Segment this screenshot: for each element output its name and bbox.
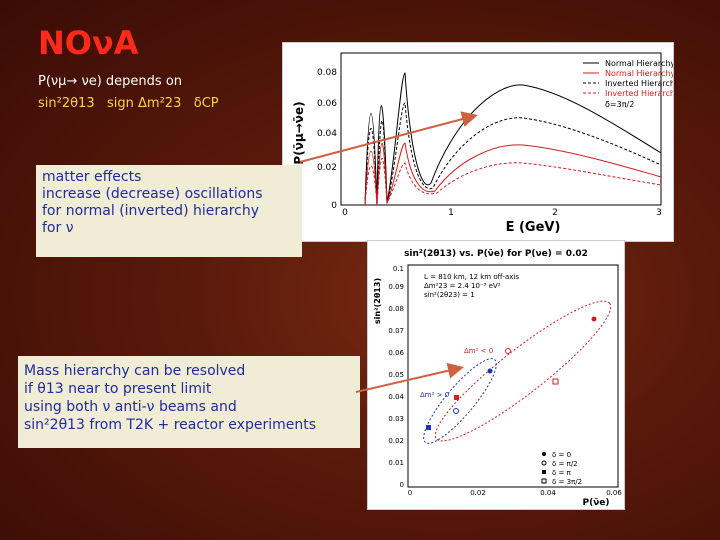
legend-marker xyxy=(541,460,547,466)
matter-line: for normal (inverted) hierarchy xyxy=(42,203,259,219)
mass-line: sin²2θ13 from T2K + reactor experiments xyxy=(24,417,317,433)
legend-marker xyxy=(541,478,547,484)
annotation-normal: Δm² > 0 xyxy=(420,391,449,399)
point xyxy=(591,316,597,322)
plot2-legend: δ = π xyxy=(552,469,572,477)
legend-marker xyxy=(542,470,546,474)
oscillation-probability-plot: 0 0.02 0.04 0.06 0.08 0 1 2 3 E (GeV) P(… xyxy=(282,42,680,242)
matter-line: increase (decrease) oscillations xyxy=(42,186,263,202)
legend-inverted-2: Inverted Hierarchy xyxy=(605,89,673,98)
matter-line: matter effects xyxy=(42,169,142,185)
point xyxy=(454,395,459,400)
plot2-xtick: 0.04 xyxy=(540,489,556,497)
mass-hierarchy-box: Mass hierarchy can be resolved if θ13 ne… xyxy=(18,356,360,448)
normal-ellipse xyxy=(423,358,497,444)
point xyxy=(505,348,511,354)
sin2-theta-vs-probability-plot: sin²(2θ13) vs. P(ν̄e) for P(νe) = 0.02 0… xyxy=(367,240,625,510)
plot2-ytick: 0.02 xyxy=(388,437,404,445)
plot2-ytick: 0.06 xyxy=(388,349,404,357)
plot2-ytick: 0.01 xyxy=(388,459,404,467)
plot2-ytick: 0.05 xyxy=(388,371,404,379)
slide-title: NOνA xyxy=(38,24,139,62)
plot1-ytick: 0.02 xyxy=(317,163,337,173)
plot1-ytick: 0 xyxy=(331,201,337,211)
plot2-ytick: 0.1 xyxy=(393,265,404,273)
parameter-list: sin²2θ13 sign Δm²23 δCP xyxy=(38,96,219,111)
sin2-theta13: sin²2θ13 xyxy=(38,96,95,111)
matter-effects-box: matter effects increase (decrease) oscil… xyxy=(36,165,302,257)
mass-line: if θ13 near to present limit xyxy=(24,381,212,397)
plot1-xtick: 0 xyxy=(342,208,348,218)
point xyxy=(487,368,493,374)
delta-cp: δCP xyxy=(193,96,219,111)
plot2-ytick: 0.04 xyxy=(388,393,404,401)
plot1-ytick: 0.06 xyxy=(317,99,337,109)
plot2-ytick: 0.09 xyxy=(388,283,404,291)
plot2-ytick: 0.03 xyxy=(388,415,404,423)
plot2-ytick: 0.08 xyxy=(388,305,404,313)
sign-delta-m23: sign Δm²23 xyxy=(107,96,182,111)
matter-line: for ν xyxy=(42,220,74,236)
plot2-info: Δm²23 = 2.4 10⁻³ eV² xyxy=(424,282,501,290)
plot1-xtick: 2 xyxy=(552,208,558,218)
plot1-ytick: 0.08 xyxy=(317,68,337,78)
plot2-info: L = 810 km, 12 km off-axis xyxy=(424,273,519,281)
plot1-xlabel: E (GeV) xyxy=(506,220,561,235)
annotation-inverted: Δm² < 0 xyxy=(464,347,493,355)
plot2-xtick: 0.02 xyxy=(470,489,486,497)
mass-line: using both ν anti-ν beams and xyxy=(24,399,237,415)
plot2-ytick: 0 xyxy=(400,481,404,489)
inverted-ellipse xyxy=(434,300,612,442)
plot1-ytick: 0.04 xyxy=(317,129,337,139)
plot1-xtick: 3 xyxy=(656,208,662,218)
plot2-legend: δ = 0 xyxy=(552,451,571,459)
plot2-ytick: 0.07 xyxy=(388,327,404,335)
probability-dependence-text: P(νμ→ νe) depends on xyxy=(38,74,183,89)
point xyxy=(552,378,559,385)
plot1-ylabel: P(ν̄μ→ν̄e) xyxy=(292,101,306,164)
point xyxy=(453,408,459,414)
plot2-ylabel: sin²(2θ13) xyxy=(373,278,382,324)
plot2-info: sin²(2θ23) = 1 xyxy=(424,291,475,299)
plot2-xtick: 0 xyxy=(408,489,412,497)
plot2-title: sin²(2θ13) vs. P(ν̄e) for P(νe) = 0.02 xyxy=(404,249,588,259)
plot2-xtick: 0.06 xyxy=(606,489,622,497)
plot2-xlabel: P(ν̄e) xyxy=(582,498,609,508)
normal-hierarchy-curve-a xyxy=(364,72,662,206)
legend-normal-1: Normal Hierarchy xyxy=(605,59,673,68)
legend-marker xyxy=(542,452,546,456)
plot1-xtick: 1 xyxy=(448,208,454,218)
inverted-hierarchy-curve-b xyxy=(364,157,662,206)
legend-inverted-1: Inverted Hierarchy xyxy=(605,79,673,88)
plot2-legend: δ = π/2 xyxy=(552,460,578,468)
legend-delta: δ=3π/2 xyxy=(605,100,634,109)
plot2-legend: δ = 3π/2 xyxy=(552,478,582,486)
mass-line: Mass hierarchy can be resolved xyxy=(24,363,246,379)
point xyxy=(426,425,431,430)
legend-normal-2: Normal Hierarchy xyxy=(605,69,673,78)
